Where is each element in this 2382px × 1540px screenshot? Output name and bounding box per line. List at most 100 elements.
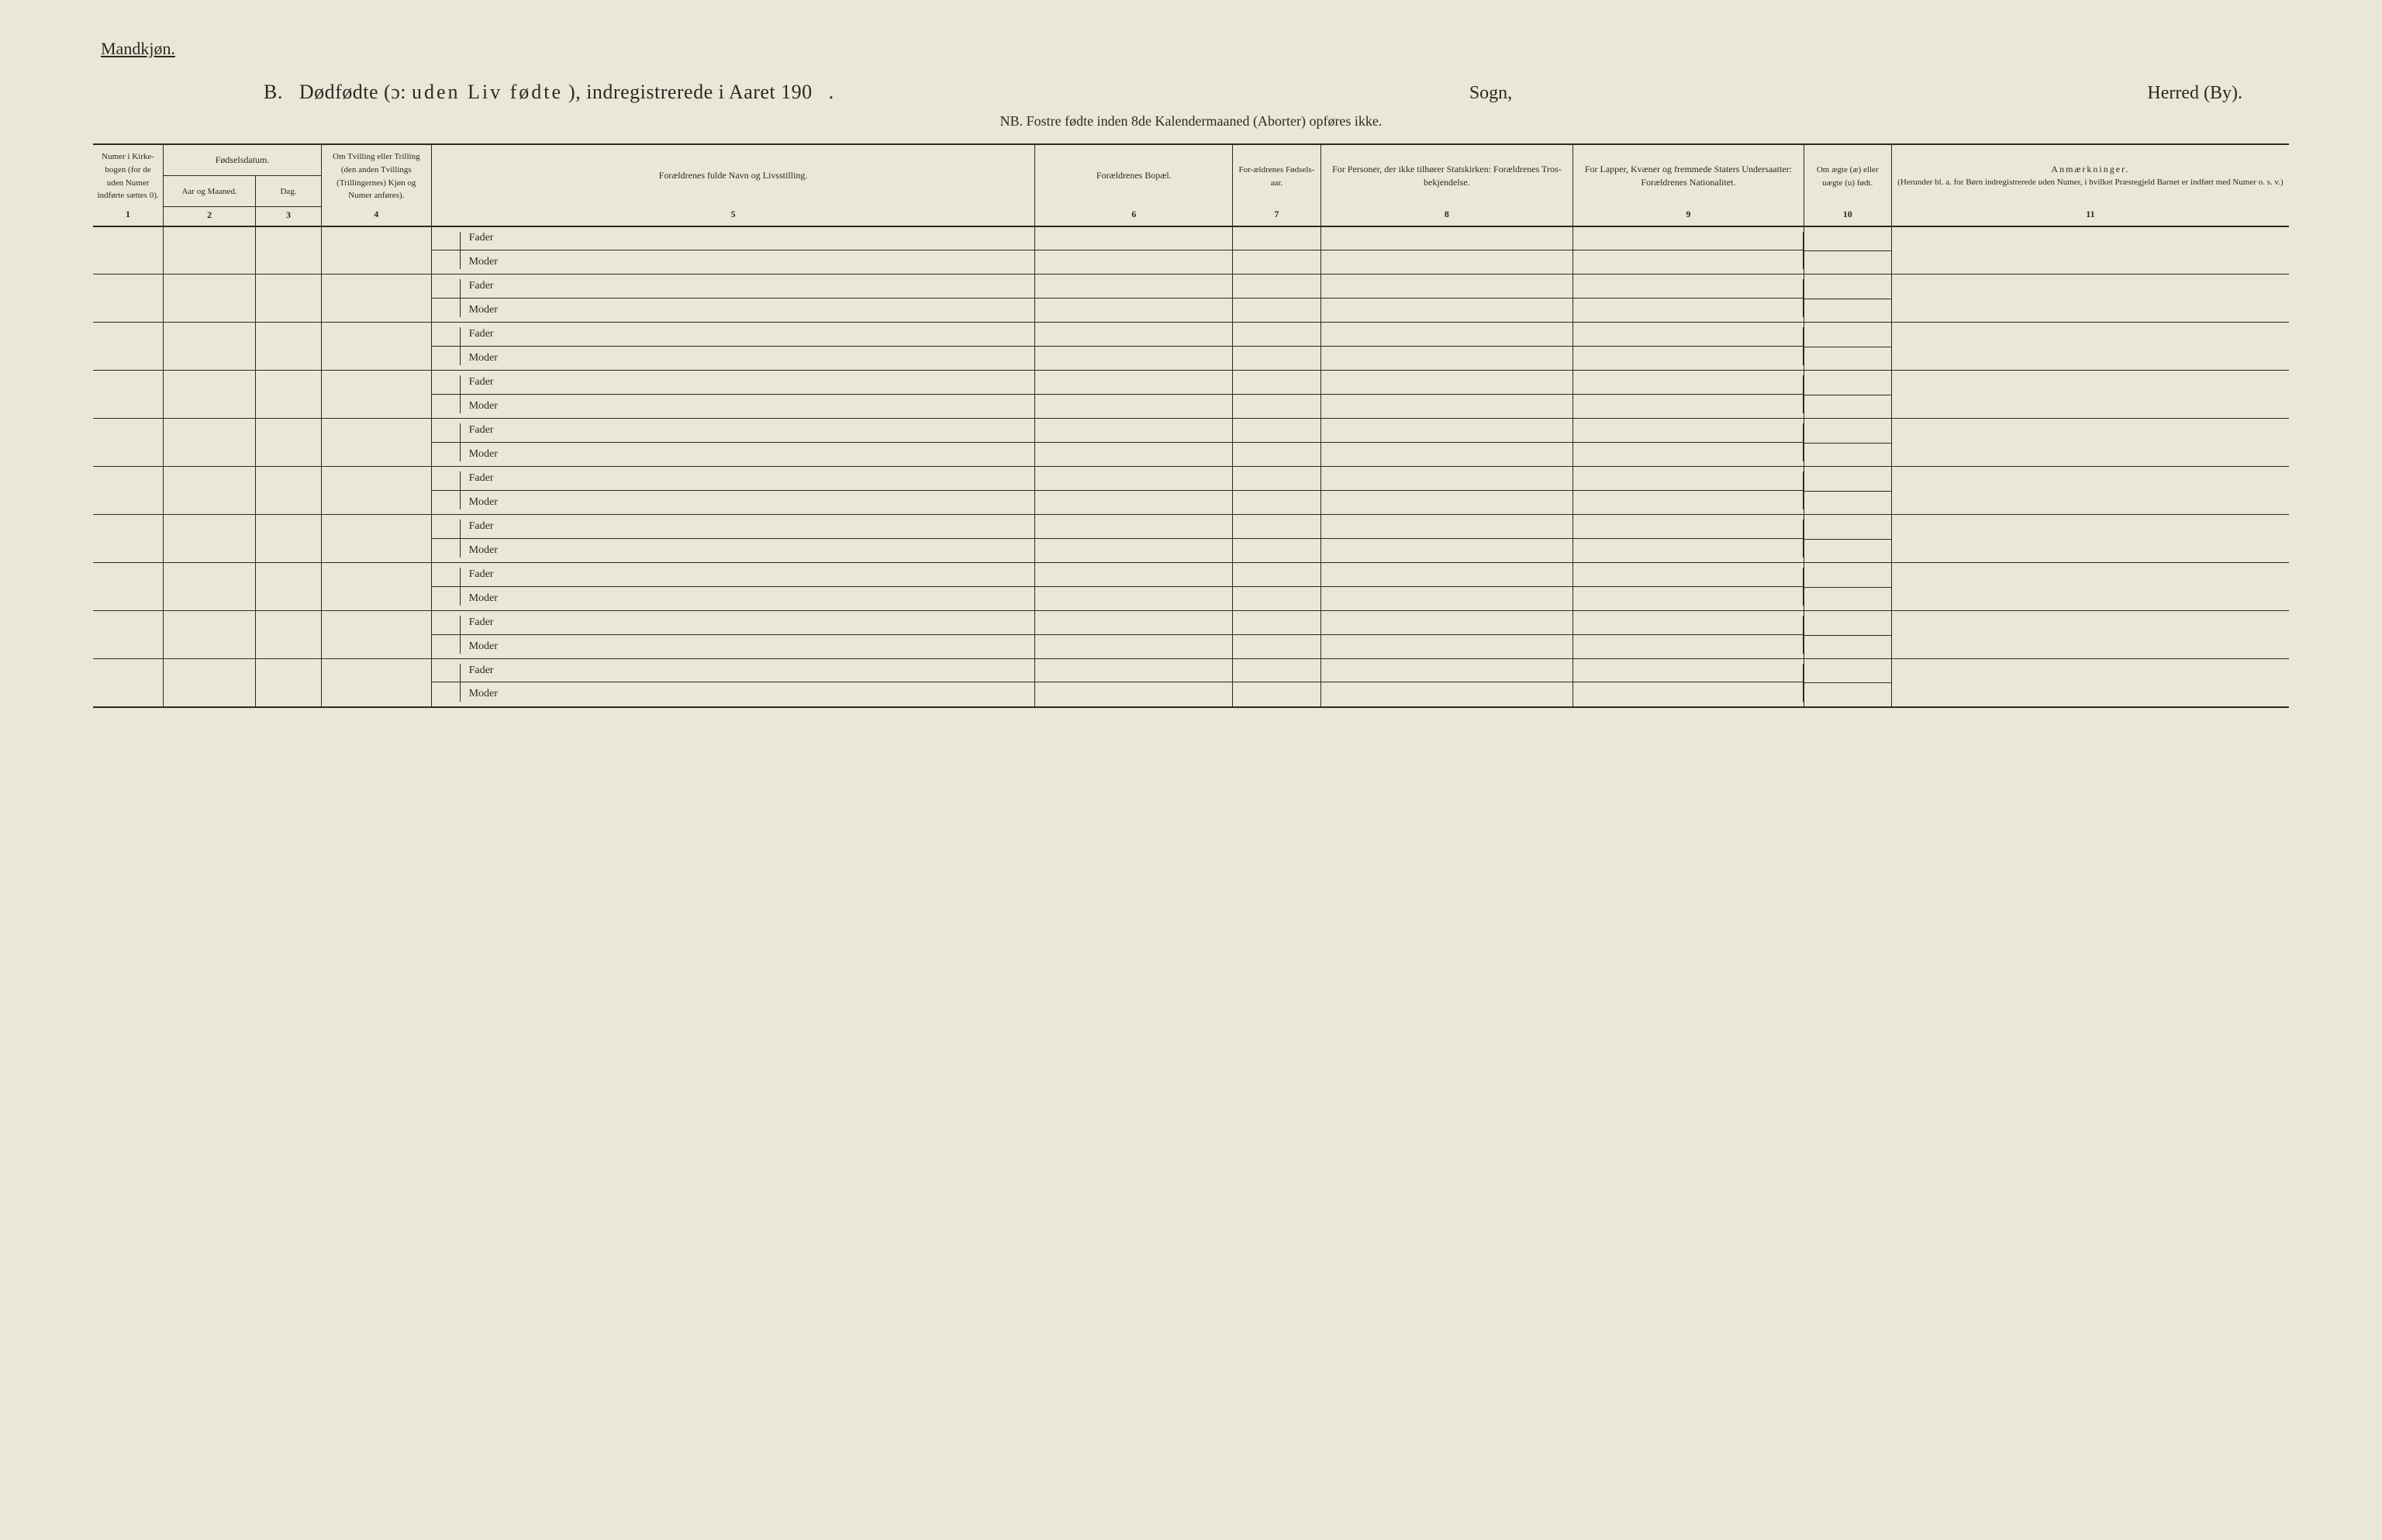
fader-label: Fader (432, 563, 1035, 587)
cell-c3 (256, 467, 322, 515)
cell-c9 (1573, 226, 1804, 275)
cell-c9 (1573, 515, 1804, 563)
cell-c7 (1233, 371, 1320, 419)
table-row: FaderModer (93, 659, 2289, 707)
hdr-col9: For Lapper, Kvæner og fremmede Staters U… (1573, 144, 1804, 206)
colnum-11: 11 (1891, 206, 2289, 226)
hdr-col4: Om Tvilling eller Trilling (den anden Tv… (322, 144, 432, 206)
cell-c8 (1320, 323, 1573, 371)
cell-c6 (1035, 563, 1233, 611)
title-a: Dødfødte (ɔ: (299, 81, 406, 103)
cell-c1 (93, 563, 164, 611)
cell-c4 (322, 467, 432, 515)
colnum-10: 10 (1804, 206, 1891, 226)
cell-c10 (1804, 515, 1891, 563)
hdr-col10: Om ægte (æ) eller uægte (u) født. (1804, 144, 1891, 206)
moder-label: Moder (432, 395, 1035, 419)
cell-c4 (322, 515, 432, 563)
colnum-2: 2 (164, 206, 256, 226)
colnum-8: 8 (1320, 206, 1573, 226)
colnum-9: 9 (1573, 206, 1804, 226)
cell-c7 (1233, 226, 1320, 275)
cell-c6 (1035, 515, 1233, 563)
moder-label: Moder (432, 491, 1035, 515)
hdr-col3: Dag. (256, 175, 322, 206)
cell-c8 (1320, 611, 1573, 659)
cell-c7 (1233, 515, 1320, 563)
fader-label: Fader (432, 659, 1035, 682)
cell-c7 (1233, 419, 1320, 467)
cell-c10 (1804, 275, 1891, 323)
cell-c10 (1804, 226, 1891, 275)
cell-c5: FaderModer (431, 659, 1035, 707)
cell-c8 (1320, 467, 1573, 515)
cell-c8 (1320, 419, 1573, 467)
moder-label: Moder (432, 635, 1035, 659)
cell-c8 (1320, 371, 1573, 419)
hdr-col7: For-ældrenes Fødsels-aar. (1233, 144, 1320, 206)
cell-c6 (1035, 371, 1233, 419)
cell-c5: FaderModer (431, 371, 1035, 419)
cell-c3 (256, 323, 322, 371)
moder-label: Moder (432, 250, 1035, 274)
cell-c5: FaderModer (431, 323, 1035, 371)
colnum-7: 7 (1233, 206, 1320, 226)
fader-label: Fader (432, 227, 1035, 250)
cell-c4 (322, 563, 432, 611)
cell-c1 (93, 611, 164, 659)
cell-c5: FaderModer (431, 275, 1035, 323)
ledger-page: Mandkjøn. B. Dødfødte (ɔ: uden Liv fødte… (93, 39, 2289, 708)
cell-c3 (256, 659, 322, 707)
cell-c4 (322, 275, 432, 323)
cell-c1 (93, 467, 164, 515)
cell-c10 (1804, 371, 1891, 419)
cell-c1 (93, 659, 164, 707)
hdr-col23-group: Fødselsdatum. (164, 144, 322, 175)
hdr-col11-sub: (Herunder bl. a. for Børn indregistrered… (1897, 178, 2283, 187)
cell-c7 (1233, 611, 1320, 659)
cell-c6 (1035, 226, 1233, 275)
cell-c4 (322, 323, 432, 371)
table-row: FaderModer (93, 563, 2289, 611)
title-herred: Herred (By). (2147, 83, 2242, 104)
cell-c9 (1573, 563, 1804, 611)
cell-c9 (1573, 467, 1804, 515)
cell-c6 (1035, 659, 1233, 707)
fader-label: Fader (432, 419, 1035, 443)
gender-label: Mandkjøn. (101, 39, 2289, 59)
fader-label: Fader (432, 323, 1035, 347)
cell-c11 (1891, 323, 2289, 371)
hdr-col1: Numer i Kirke-bogen (for de uden Numer i… (93, 144, 164, 206)
table-row: FaderModer (93, 611, 2289, 659)
cell-c2 (164, 371, 256, 419)
moder-label: Moder (432, 682, 1035, 706)
colnum-1: 1 (93, 206, 164, 226)
cell-c5: FaderModer (431, 467, 1035, 515)
cell-c11 (1891, 226, 2289, 275)
cell-c9 (1573, 275, 1804, 323)
cell-c7 (1233, 467, 1320, 515)
moder-label: Moder (432, 539, 1035, 563)
cell-c4 (322, 659, 432, 707)
table-row: FaderModer (93, 515, 2289, 563)
hdr-col2: Aar og Maaned. (164, 175, 256, 206)
title-b: ), indregistrerede i Aaret 190 (568, 81, 813, 103)
cell-c9 (1573, 323, 1804, 371)
cell-c10 (1804, 659, 1891, 707)
table-row: FaderModer (93, 371, 2289, 419)
cell-c10 (1804, 467, 1891, 515)
cell-c9 (1573, 611, 1804, 659)
cell-c4 (322, 226, 432, 275)
cell-c1 (93, 323, 164, 371)
cell-c8 (1320, 659, 1573, 707)
cell-c11 (1891, 563, 2289, 611)
cell-c5: FaderModer (431, 419, 1035, 467)
moder-label: Moder (432, 587, 1035, 611)
cell-c2 (164, 659, 256, 707)
title-main: B. Dødfødte (ɔ: uden Liv fødte ), indreg… (264, 81, 834, 104)
hdr-col6: Forældrenes Bopæl. (1035, 144, 1233, 206)
cell-c1 (93, 226, 164, 275)
moder-label: Moder (432, 299, 1035, 323)
cell-c10 (1804, 563, 1891, 611)
cell-c2 (164, 467, 256, 515)
